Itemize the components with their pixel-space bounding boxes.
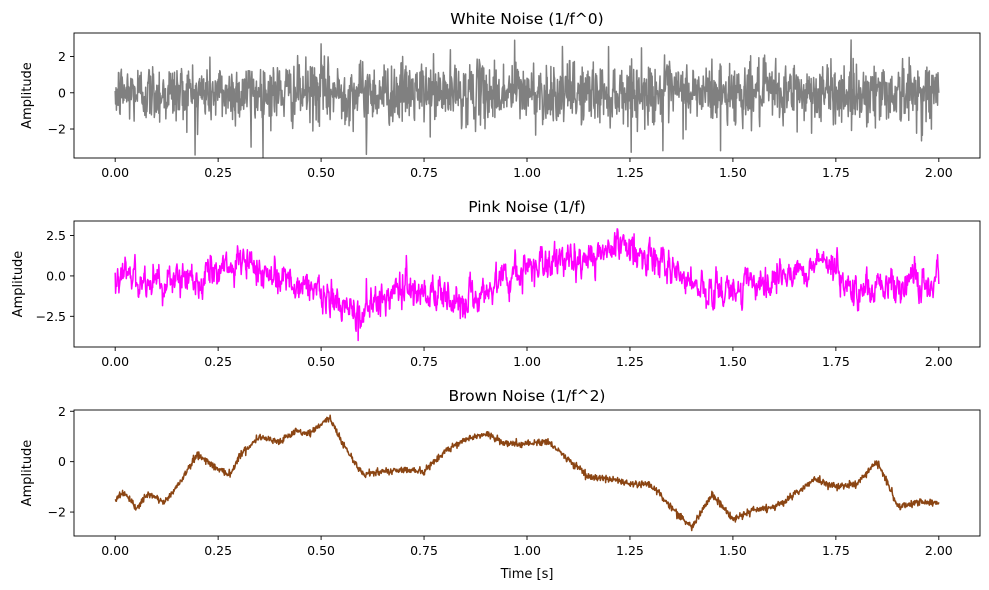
y-axis-label: Amplitude (11, 251, 26, 318)
y-tick-label: 0 (58, 85, 66, 100)
x-tick-label: 2.00 (925, 354, 953, 369)
axes-frame (73, 220, 981, 348)
x-tick-label: 0.75 (410, 354, 438, 369)
x-tick-label: 1.75 (822, 543, 850, 558)
series-line (114, 228, 940, 342)
y-tick-label: −2 (48, 505, 66, 520)
x-tick-label: 0.25 (204, 354, 232, 369)
x-tick-label: 1.25 (616, 354, 644, 369)
x-tick-label: 0.25 (204, 543, 232, 558)
y-axis-label: Amplitude (20, 62, 35, 129)
x-tick-label: 0.00 (101, 543, 129, 558)
x-tick-label: 1.25 (616, 543, 644, 558)
y-tick-label: 0.0 (46, 268, 66, 283)
subplot-title: Pink Noise (1/f) (468, 198, 586, 216)
x-tick-label: 0.50 (307, 543, 335, 558)
y-tick-label: 2.5 (46, 228, 66, 243)
x-tick-label: 1.75 (822, 354, 850, 369)
series-line (114, 39, 940, 158)
x-tick-label: 1.50 (719, 165, 747, 180)
y-tick-label: −2.5 (36, 309, 66, 324)
x-tick-label: 1.25 (616, 165, 644, 180)
x-tick-label: 0.75 (410, 165, 438, 180)
x-tick-label: 0.25 (204, 165, 232, 180)
subplot-title: White Noise (1/f^0) (450, 10, 603, 28)
x-tick-label: 0.00 (101, 165, 129, 180)
x-tick-label: 0.50 (307, 165, 335, 180)
x-tick-label: 1.00 (513, 543, 541, 558)
y-tick-label: 2 (58, 404, 66, 419)
x-tick-label: 1.50 (719, 543, 747, 558)
x-tick-label: 1.00 (513, 165, 541, 180)
x-tick-label: 1.75 (822, 165, 850, 180)
x-tick-label: 0.00 (101, 354, 129, 369)
subplot-3: 0.00 0.25 0.50 0.75 1.00 1.25 1.50 1.75 2.00 −2 0 2… (20, 387, 981, 582)
subplot-2: 0.00 0.25 0.50 0.75 1.00 1.25 1.50 1.75 2.00 −2.5… (11, 198, 981, 369)
y-axis-label: Amplitude (20, 440, 35, 507)
x-tick-label: 0.50 (307, 354, 335, 369)
series-line (114, 414, 940, 532)
axes-frame (73, 409, 981, 537)
x-tick-label: 2.00 (925, 543, 953, 558)
x-tick-label: 1.50 (719, 354, 747, 369)
x-axis-label: Time [s] (500, 567, 554, 582)
subplot-title: Brown Noise (1/f^2) (449, 387, 606, 405)
x-tick-label: 2.00 (925, 165, 953, 180)
subplot-1: 0.00 0.25 0.50 0.75 1.00 1.25 1.50 1.75 2.00 −2 0 2… (20, 10, 981, 180)
y-tick-label: −2 (48, 122, 66, 137)
y-tick-label: 0 (58, 454, 66, 469)
x-tick-label: 0.75 (410, 543, 438, 558)
x-tick-label: 1.00 (513, 354, 541, 369)
y-tick-label: 2 (58, 49, 66, 64)
